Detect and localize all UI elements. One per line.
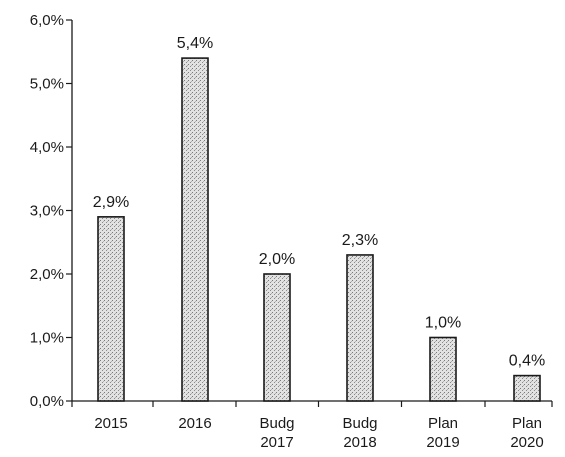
data-label: 0,4% [509, 353, 545, 370]
data-label: 1,0% [425, 315, 461, 332]
bar [263, 273, 291, 402]
x-category-label: Budg [259, 415, 294, 432]
x-category-label: Budg [342, 415, 377, 432]
bars [97, 57, 541, 402]
y-tick-label: 6,0% [30, 12, 64, 29]
x-category-label: 2017 [260, 434, 293, 451]
y-tick-label: 1,0% [30, 330, 64, 347]
x-category-label: 2015 [94, 415, 127, 432]
bar [513, 374, 541, 402]
data-label: 5,4% [177, 35, 213, 52]
y-tick-label: 4,0% [30, 139, 64, 156]
x-category-label: 2018 [343, 434, 376, 451]
bar [429, 336, 457, 402]
x-category-label: Plan [428, 415, 458, 432]
x-category-label: Plan [512, 415, 542, 432]
y-tick-label: 5,0% [30, 76, 64, 93]
y-tick-label: 0,0% [30, 393, 64, 410]
x-category-label: 2019 [426, 434, 459, 451]
bar [181, 57, 209, 402]
bar [97, 216, 125, 402]
data-label: 2,3% [342, 232, 378, 249]
y-tick-label: 3,0% [30, 203, 64, 220]
axes [66, 19, 553, 407]
bar [346, 254, 374, 402]
labels: 0,0% 1,0% 2,0% 3,0% 4,0% 5,0% 6,0% 2,9% 2015 5,4%… [30, 12, 545, 451]
data-label: 2,0% [259, 251, 295, 268]
y-tick-label: 2,0% [30, 266, 64, 283]
x-category-label: 2016 [178, 415, 211, 432]
data-label: 2,9% [93, 194, 129, 211]
x-category-label: 2020 [510, 434, 543, 451]
